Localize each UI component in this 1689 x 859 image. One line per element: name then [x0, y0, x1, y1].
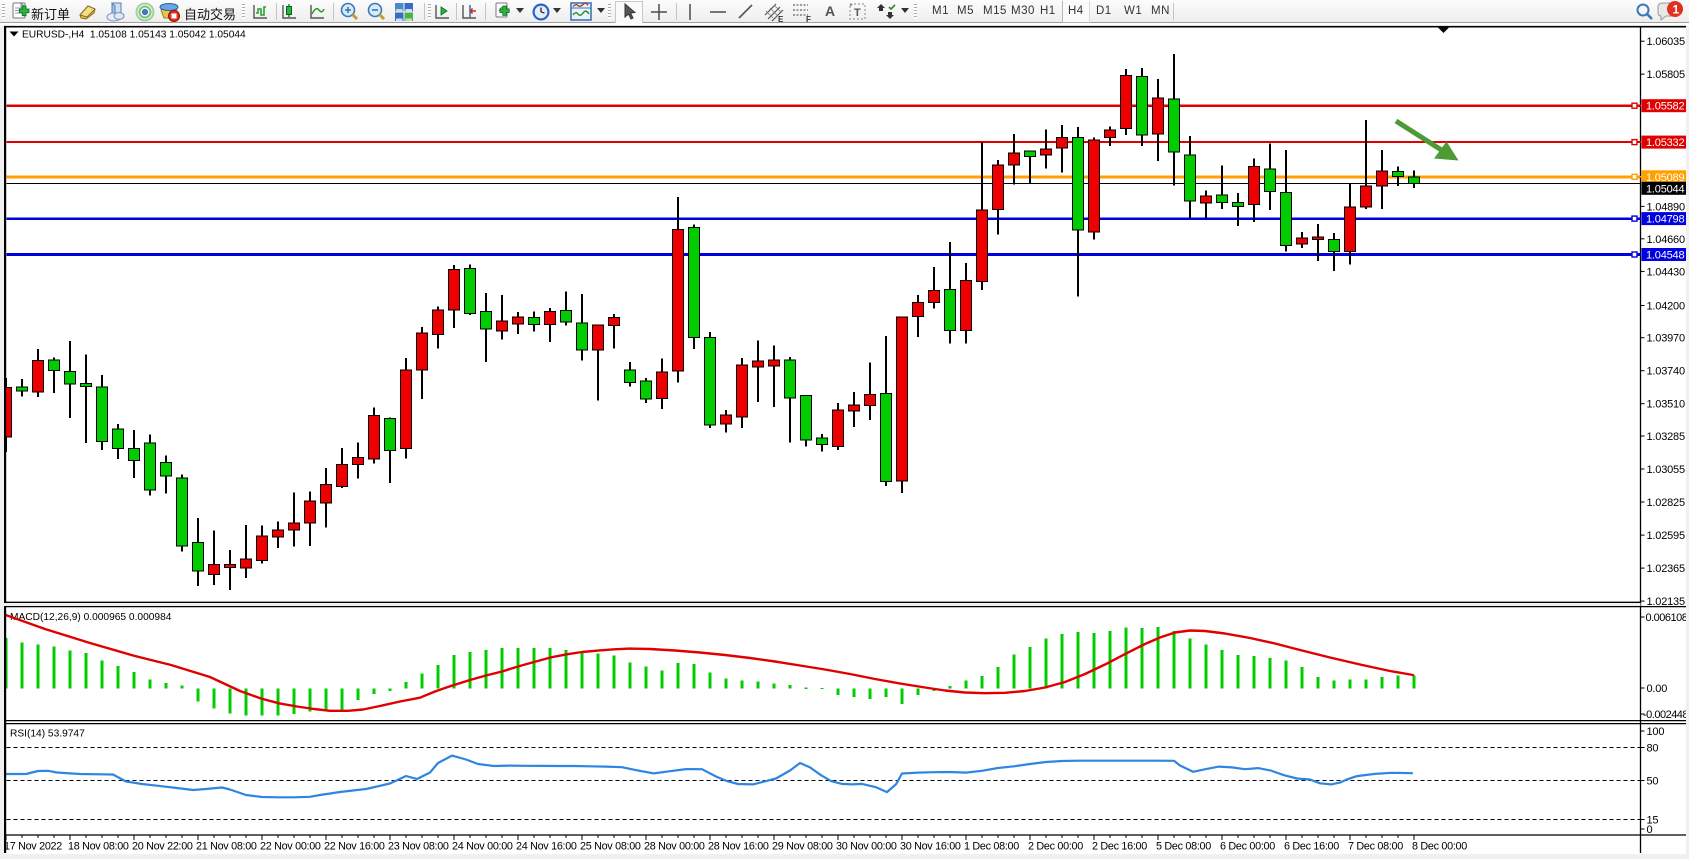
svg-text:18 Nov 08:00: 18 Nov 08:00 — [68, 841, 129, 853]
svg-text:-0.002448: -0.002448 — [1643, 709, 1688, 721]
svg-text:30 Nov 16:00: 30 Nov 16:00 — [900, 841, 961, 853]
svg-text:1.04660: 1.04660 — [1647, 234, 1685, 246]
svg-text:1.03055: 1.03055 — [1647, 464, 1685, 476]
svg-text:6 Dec 16:00: 6 Dec 16:00 — [1284, 841, 1339, 853]
svg-text:24 Nov 16:00: 24 Nov 16:00 — [516, 841, 577, 853]
svg-text:21 Nov 08:00: 21 Nov 08:00 — [196, 841, 257, 853]
svg-text:1.04548: 1.04548 — [1646, 250, 1684, 262]
svg-text:20 Nov 22:00: 20 Nov 22:00 — [132, 841, 193, 853]
svg-text:1.04798: 1.04798 — [1646, 214, 1684, 226]
svg-text:1.05089: 1.05089 — [1646, 172, 1684, 184]
svg-text:29 Nov 08:00: 29 Nov 08:00 — [772, 841, 833, 853]
svg-text:7 Dec 08:00: 7 Dec 08:00 — [1348, 841, 1403, 853]
svg-text:17 Nov 2022: 17 Nov 2022 — [4, 841, 62, 853]
svg-text:1.02135: 1.02135 — [1647, 596, 1685, 608]
svg-text:24 Nov 00:00: 24 Nov 00:00 — [452, 841, 513, 853]
svg-text:1.04890: 1.04890 — [1647, 201, 1685, 213]
svg-text:RSI(14) 53.9747: RSI(14) 53.9747 — [10, 729, 85, 740]
svg-text:0.006108: 0.006108 — [1646, 612, 1688, 624]
svg-text:50: 50 — [1647, 776, 1659, 788]
svg-text:23 Nov 08:00: 23 Nov 08:00 — [388, 841, 449, 853]
svg-text:6 Dec 00:00: 6 Dec 00:00 — [1220, 841, 1275, 853]
svg-text:0: 0 — [1647, 824, 1653, 836]
svg-text:1.06035: 1.06035 — [1647, 36, 1685, 48]
svg-text:E: E — [778, 15, 784, 23]
svg-text:1.03285: 1.03285 — [1647, 431, 1685, 443]
svg-text:5 Dec 08:00: 5 Dec 08:00 — [1156, 841, 1211, 853]
svg-text:1: 1 — [1673, 3, 1680, 17]
svg-text:15: 15 — [1647, 815, 1659, 827]
svg-text:1.05044: 1.05044 — [1646, 183, 1684, 195]
svg-text:F: F — [806, 15, 811, 23]
svg-text:EURUSD-,H4 1.05108 1.05143 1.: EURUSD-,H4 1.05108 1.05143 1.05042 1.050… — [22, 30, 246, 41]
svg-text:T: T — [854, 7, 861, 19]
svg-text:28 Nov 16:00: 28 Nov 16:00 — [708, 841, 769, 853]
svg-text:1.02825: 1.02825 — [1647, 497, 1685, 509]
svg-text:1.03740: 1.03740 — [1647, 366, 1685, 378]
svg-text:8 Dec 00:00: 8 Dec 00:00 — [1412, 841, 1467, 853]
svg-text:80: 80 — [1647, 743, 1659, 755]
svg-text:2 Dec 00:00: 2 Dec 00:00 — [1028, 841, 1083, 853]
svg-text:1.02595: 1.02595 — [1647, 530, 1685, 542]
svg-text:1.05805: 1.05805 — [1647, 69, 1685, 81]
svg-text:100: 100 — [1647, 726, 1665, 738]
svg-text:30 Nov 00:00: 30 Nov 00:00 — [836, 841, 897, 853]
svg-text:25 Nov 08:00: 25 Nov 08:00 — [580, 841, 641, 853]
svg-text:1.04200: 1.04200 — [1647, 301, 1685, 313]
svg-text:2 Dec 16:00: 2 Dec 16:00 — [1092, 841, 1147, 853]
svg-text:MACD(12,26,9) 0.000965 0.00098: MACD(12,26,9) 0.000965 0.000984 — [10, 612, 172, 623]
svg-text:1.04430: 1.04430 — [1647, 266, 1685, 278]
svg-text:1 Dec 08:00: 1 Dec 08:00 — [964, 841, 1019, 853]
svg-text:1.02365: 1.02365 — [1647, 563, 1685, 575]
svg-text:1.05582: 1.05582 — [1646, 101, 1684, 113]
svg-text:1.03970: 1.03970 — [1647, 333, 1685, 345]
svg-text:1.05332: 1.05332 — [1646, 137, 1684, 149]
svg-text:28 Nov 00:00: 28 Nov 00:00 — [644, 841, 705, 853]
svg-text:1.03510: 1.03510 — [1647, 399, 1685, 411]
svg-text:22 Nov 16:00: 22 Nov 16:00 — [324, 841, 385, 853]
svg-text:22 Nov 00:00: 22 Nov 00:00 — [260, 841, 321, 853]
svg-text:0.00: 0.00 — [1647, 683, 1668, 695]
